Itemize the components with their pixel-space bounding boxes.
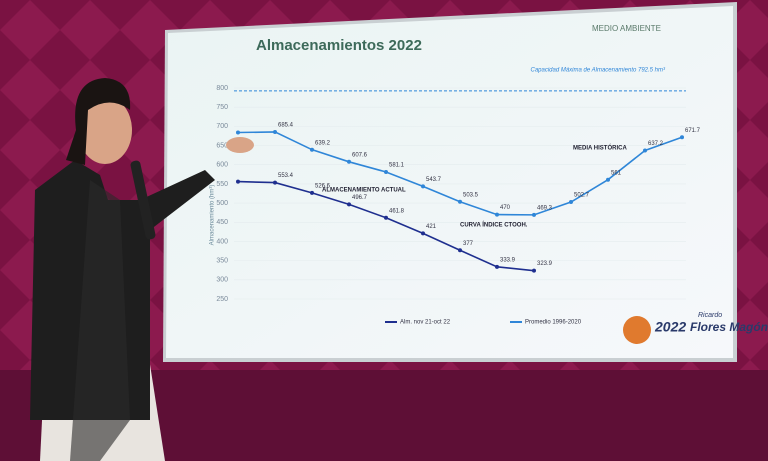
pattern	[70, 180, 130, 461]
value-label: 637.2	[648, 141, 664, 147]
annotation: CURVA ÍNDICE CTOOH.	[460, 221, 528, 229]
point	[680, 135, 684, 140]
point	[532, 212, 536, 217]
capacity-label: Capacidad Máxima de Almacenamiento 792.5…	[530, 68, 666, 74]
point	[273, 180, 277, 185]
point	[384, 169, 388, 174]
point	[384, 215, 388, 220]
logo-year: 2022	[654, 319, 686, 335]
point	[643, 148, 647, 153]
hair	[66, 78, 131, 165]
point	[347, 202, 351, 207]
chart-title: Almacenamientos 2022	[256, 37, 422, 54]
value-label: 685.4	[278, 123, 294, 129]
value-label: 553.4	[278, 173, 294, 179]
y-label: Almacenamiento (hm³)	[210, 185, 216, 246]
point	[458, 248, 462, 253]
value-label: 496.7	[352, 195, 368, 201]
y-tick-label: 700	[216, 123, 228, 130]
value-label: 333.9	[500, 257, 516, 263]
value-label: 502.7	[574, 193, 590, 199]
point	[310, 190, 314, 195]
point	[532, 268, 536, 273]
y-tick-label: 300	[216, 277, 228, 284]
y-tick-label: 550	[216, 181, 228, 188]
y-tick-label: 650	[216, 142, 228, 149]
plot: 250 300 350 400 450 500 550 600 650 700 750 800 553.…	[216, 85, 700, 326]
presenter	[30, 78, 254, 461]
y-tick-label: 400	[216, 238, 228, 245]
header: MEDIO AMBIENTE	[592, 24, 661, 33]
value-label: 671.7	[685, 128, 701, 134]
point	[421, 184, 425, 189]
face	[78, 96, 132, 164]
annotation: ALMACENAMIENTO ACTUAL	[322, 188, 406, 194]
value-label: 469.3	[537, 205, 553, 211]
screen	[166, 6, 733, 358]
hand	[226, 137, 254, 153]
point	[236, 179, 240, 184]
logo-sub: Ricardo	[698, 312, 722, 319]
legend-label: Promedio 1996-2020	[525, 320, 582, 326]
point	[421, 231, 425, 236]
legend-label: Alm. nov 21-oct 22	[400, 320, 451, 326]
logo-icon	[623, 316, 651, 344]
point	[495, 264, 499, 269]
annotation: MEDIA HISTÓRICA	[573, 144, 627, 152]
point	[273, 129, 277, 134]
y-tick-label: 350	[216, 257, 228, 264]
microphone	[130, 160, 156, 240]
y-tick-label: 500	[216, 200, 228, 207]
value-label: 421	[426, 224, 437, 230]
logo-name: Flores Magón	[690, 320, 768, 334]
value-label: 461.8	[389, 208, 405, 214]
point	[569, 200, 573, 205]
y-tick-label: 750	[216, 104, 228, 111]
value-label: 561	[611, 170, 622, 176]
value-label: 470	[500, 205, 511, 211]
value-label: 581.1	[389, 163, 405, 169]
point	[606, 177, 610, 182]
point	[236, 130, 240, 135]
point	[458, 199, 462, 204]
value-label: 639.2	[315, 140, 331, 146]
y-tick-label: 450	[216, 219, 228, 226]
value-label: 543.7	[426, 177, 442, 183]
point	[310, 147, 314, 152]
value-label: 526.6	[315, 183, 331, 189]
y-tick-label: 250	[216, 296, 228, 303]
value-label: 377	[463, 241, 474, 247]
y-tick-label: 600	[216, 162, 228, 169]
y-tick-label: 800	[216, 85, 228, 92]
value-label: 607.6	[352, 152, 368, 158]
value-label: 323.9	[537, 261, 553, 267]
logo: 2022 Flores Magón Ricardo	[623, 312, 768, 344]
point	[347, 159, 351, 164]
point	[495, 212, 499, 217]
value-label: 503.5	[463, 192, 479, 198]
